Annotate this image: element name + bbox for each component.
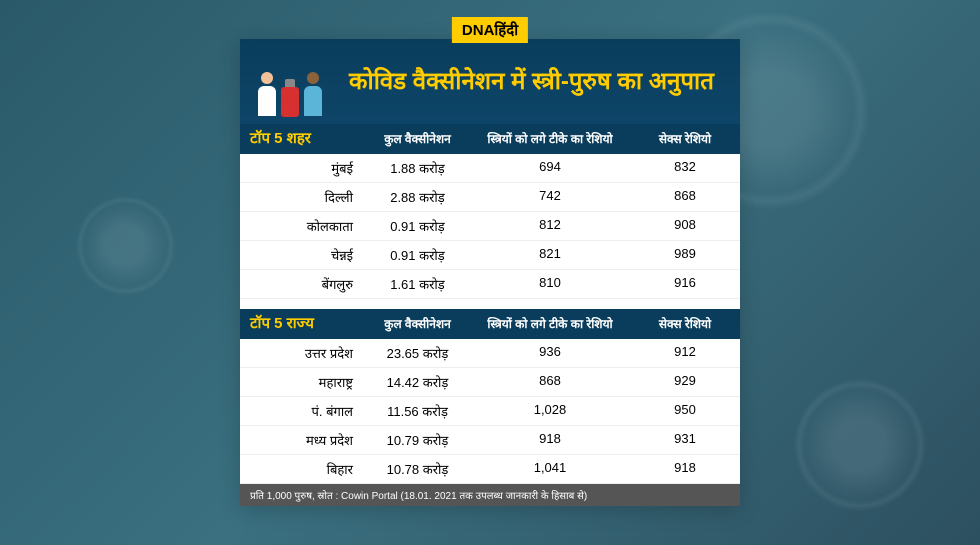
cities-section-label: टॉप 5 शहर — [240, 124, 365, 154]
city-name: मुंबई — [240, 154, 365, 182]
state-name: मध्य प्रदेश — [240, 426, 365, 454]
vaccine-bottle-icon — [281, 87, 299, 117]
logo-part1: DNA — [462, 22, 495, 39]
city-name: कोलकाता — [240, 212, 365, 240]
state-total: 11.56 करोड़ — [365, 397, 470, 425]
state-total: 10.79 करोड़ — [365, 426, 470, 454]
infographic-title: कोविड वैक्सीनेशन में स्त्री-पुरुष का अनु… — [335, 66, 728, 97]
city-sex-ratio: 989 — [630, 241, 740, 269]
table-row: पं. बंगाल 11.56 करोड़ 1,028 950 — [240, 397, 740, 426]
cities-table: टॉप 5 शहर कुल वैक्सीनेशन स्त्रियों को लग… — [240, 124, 740, 299]
vaccination-illustration-icon — [250, 47, 330, 117]
infographic-card: DNAहिंदी कोविड वैक्सीनेशन में स्त्री-पुर… — [240, 39, 740, 506]
state-total: 14.42 करोड़ — [365, 368, 470, 396]
cities-header-row: टॉप 5 शहर कुल वैक्सीनेशन स्त्रियों को लग… — [240, 124, 740, 154]
states-table: टॉप 5 राज्य कुल वैक्सीनेशन स्त्रियों को … — [240, 309, 740, 484]
state-name: उत्तर प्रदेश — [240, 339, 365, 367]
table-row: उत्तर प्रदेश 23.65 करोड़ 936 912 — [240, 339, 740, 368]
state-total: 10.78 करोड़ — [365, 455, 470, 483]
state-total: 23.65 करोड़ — [365, 339, 470, 367]
logo-part2: हिंदी — [494, 22, 518, 39]
city-name: बेंगलुरु — [240, 270, 365, 298]
city-sex-ratio: 908 — [630, 212, 740, 240]
state-female-ratio: 1,028 — [470, 397, 630, 425]
table-row: चेन्नई 0.91 करोड़ 821 989 — [240, 241, 740, 270]
city-female-ratio: 821 — [470, 241, 630, 269]
state-name: पं. बंगाल — [240, 397, 365, 425]
cities-col-sex-ratio: सेक्स रेशियो — [630, 124, 740, 154]
city-name: चेन्नई — [240, 241, 365, 269]
states-col-female-ratio: स्त्रियों को लगे टीके का रेशियो — [470, 309, 630, 339]
table-row: मध्य प्रदेश 10.79 करोड़ 918 931 — [240, 426, 740, 455]
state-female-ratio: 936 — [470, 339, 630, 367]
city-female-ratio: 810 — [470, 270, 630, 298]
states-col-sex-ratio: सेक्स रेशियो — [630, 309, 740, 339]
state-sex-ratio: 918 — [630, 455, 740, 483]
table-row: बेंगलुरु 1.61 करोड़ 810 916 — [240, 270, 740, 299]
states-col-total: कुल वैक्सीनेशन — [365, 309, 470, 339]
table-row: बिहार 10.78 करोड़ 1,041 918 — [240, 455, 740, 484]
state-sex-ratio: 950 — [630, 397, 740, 425]
state-female-ratio: 1,041 — [470, 455, 630, 483]
source-footer: प्रति 1,000 पुरुष, स्रोत : Cowin Portal … — [240, 484, 740, 506]
cities-col-total: कुल वैक्सीनेशन — [365, 124, 470, 154]
table-row: महाराष्ट्र 14.42 करोड़ 868 929 — [240, 368, 740, 397]
states-section-label: टॉप 5 राज्य — [240, 309, 365, 339]
city-total: 0.91 करोड़ — [365, 241, 470, 269]
states-header-row: टॉप 5 राज्य कुल वैक्सीनेशन स्त्रियों को … — [240, 309, 740, 339]
infographic-header: कोविड वैक्सीनेशन में स्त्री-पुरुष का अनु… — [240, 39, 740, 124]
city-sex-ratio: 916 — [630, 270, 740, 298]
city-female-ratio: 694 — [470, 154, 630, 182]
city-female-ratio: 812 — [470, 212, 630, 240]
table-row: दिल्ली 2.88 करोड़ 742 868 — [240, 183, 740, 212]
city-total: 1.61 करोड़ — [365, 270, 470, 298]
city-name: दिल्ली — [240, 183, 365, 211]
cities-col-female-ratio: स्त्रियों को लगे टीके का रेशियो — [470, 124, 630, 154]
patient-icon — [304, 72, 322, 117]
city-total: 0.91 करोड़ — [365, 212, 470, 240]
state-sex-ratio: 929 — [630, 368, 740, 396]
city-female-ratio: 742 — [470, 183, 630, 211]
state-sex-ratio: 931 — [630, 426, 740, 454]
doctor-icon — [258, 72, 276, 117]
state-name: महाराष्ट्र — [240, 368, 365, 396]
table-row: कोलकाता 0.91 करोड़ 812 908 — [240, 212, 740, 241]
state-sex-ratio: 912 — [630, 339, 740, 367]
city-sex-ratio: 868 — [630, 183, 740, 211]
state-female-ratio: 918 — [470, 426, 630, 454]
brand-logo: DNAहिंदी — [452, 17, 528, 43]
section-divider — [240, 299, 740, 309]
city-sex-ratio: 832 — [630, 154, 740, 182]
state-female-ratio: 868 — [470, 368, 630, 396]
table-row: मुंबई 1.88 करोड़ 694 832 — [240, 154, 740, 183]
state-name: बिहार — [240, 455, 365, 483]
city-total: 2.88 करोड़ — [365, 183, 470, 211]
city-total: 1.88 करोड़ — [365, 154, 470, 182]
